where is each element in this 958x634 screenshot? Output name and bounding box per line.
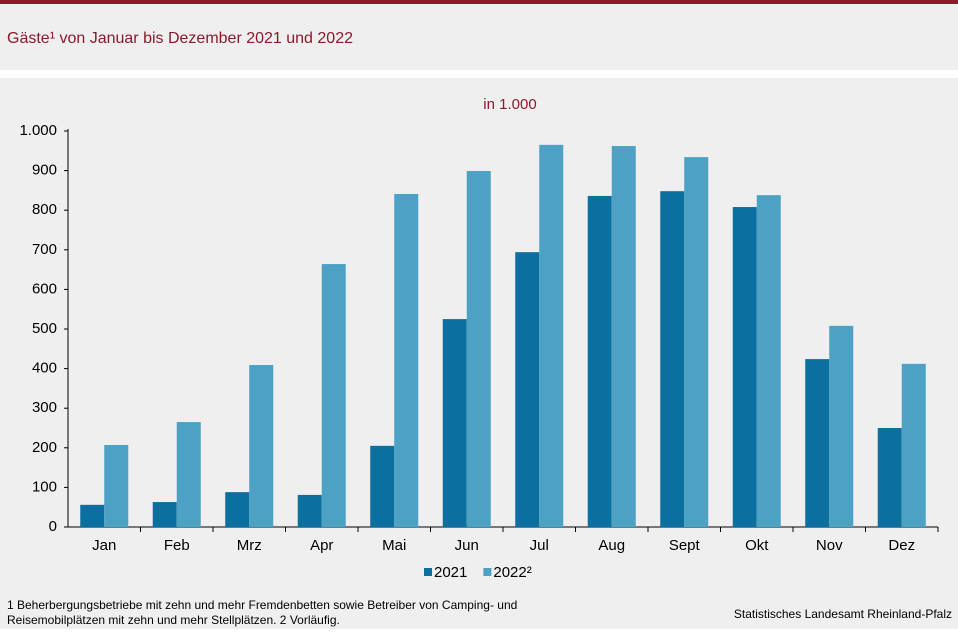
- legend-swatch: [483, 568, 492, 576]
- y-tick-label: 0: [49, 518, 57, 535]
- y-tick-label: 600: [32, 280, 57, 297]
- y-tick-label: 800: [32, 201, 57, 218]
- bar: [297, 494, 322, 527]
- source: Statistisches Landesamt Rheinland-Pfalz: [734, 607, 952, 621]
- bar: [394, 193, 419, 528]
- bar: [370, 445, 395, 527]
- y-tick-label: 200: [32, 439, 57, 456]
- bar: [80, 504, 105, 527]
- bar: [539, 144, 564, 528]
- x-tick-label: Jan: [92, 537, 116, 554]
- x-tick-label: Feb: [164, 537, 190, 554]
- bar: [442, 319, 467, 527]
- bar: [756, 195, 781, 528]
- chart-title: Gäste¹ von Januar bis Dezember 2021 und …: [7, 30, 353, 47]
- x-tick-label: Jun: [455, 537, 479, 554]
- legend-swatch: [424, 568, 432, 576]
- bar: [104, 445, 129, 527]
- x-tick-label: Aug: [598, 537, 625, 554]
- bar: [660, 191, 685, 527]
- x-tick-label: Mrz: [237, 537, 262, 554]
- bar: [877, 428, 902, 527]
- bar: [321, 264, 346, 527]
- bar: [466, 170, 491, 527]
- bar: [152, 502, 177, 527]
- footnote: Reisemobilplätzen mit zehn und mehr Stel…: [7, 613, 340, 627]
- x-tick-label: Sept: [669, 537, 701, 554]
- x-tick-label: Nov: [816, 537, 843, 554]
- top-bar: [0, 0, 958, 4]
- x-tick-label: Mai: [382, 537, 406, 554]
- bar: [829, 325, 854, 527]
- x-tick-label: Apr: [310, 537, 333, 554]
- y-tick-label: 500: [32, 320, 57, 337]
- y-tick-label: 1.000: [19, 122, 57, 139]
- chart-subtitle: in 1.000: [483, 96, 536, 113]
- bar: [225, 492, 250, 527]
- bar: [611, 146, 636, 527]
- bar: [176, 422, 201, 527]
- y-tick-label: 300: [32, 399, 57, 416]
- legend-label: 2022²: [493, 564, 531, 581]
- bar: [732, 207, 757, 528]
- y-tick-label: 900: [32, 162, 57, 179]
- bar: [515, 252, 540, 527]
- y-tick-label: 100: [32, 478, 57, 495]
- y-tick-label: 400: [32, 360, 57, 377]
- bar: [901, 363, 926, 527]
- bar: [805, 359, 830, 527]
- bar: [249, 365, 274, 527]
- x-tick-label: Jul: [530, 537, 549, 554]
- y-tick-label: 700: [32, 241, 57, 258]
- footnote: 1 Beherbergungsbetriebe mit zehn und meh…: [7, 598, 517, 612]
- x-tick-label: Okt: [745, 537, 769, 554]
- bar: [684, 157, 709, 528]
- separator: [0, 70, 958, 78]
- legend-label: 2021: [434, 564, 467, 581]
- bar: [587, 195, 612, 527]
- x-tick-label: Dez: [888, 537, 915, 554]
